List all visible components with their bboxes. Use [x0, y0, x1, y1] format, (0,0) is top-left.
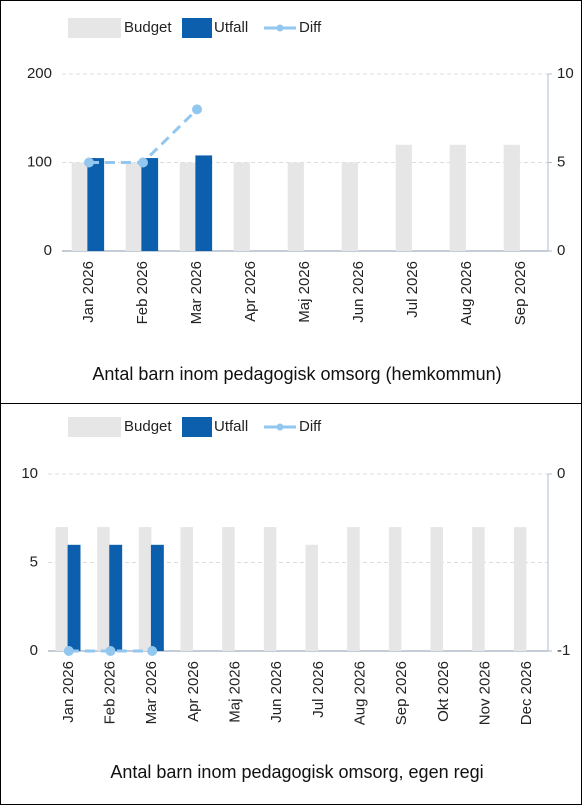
x-tick-label: Sep 2026	[512, 261, 529, 325]
diff-marker	[138, 157, 148, 168]
x-tick-label: Feb 2026	[101, 661, 118, 724]
bar	[180, 527, 193, 651]
x-tick-label: Jul 2026	[310, 661, 327, 718]
bar	[141, 158, 159, 251]
y2-tick-label: 0	[557, 242, 565, 259]
x-tick-label: Mar 2026	[143, 661, 160, 724]
bar	[150, 544, 164, 651]
bar	[97, 527, 110, 651]
legend-marker	[276, 24, 284, 32]
bar	[287, 162, 304, 251]
chart-panel: Antal barn inom pedagogisk omsorg (hemko…	[0, 0, 582, 405]
x-tick-label: Jun 2026	[350, 261, 367, 323]
diff-marker	[192, 104, 202, 115]
bar	[503, 144, 520, 251]
x-tick-label: Apr 2026	[242, 261, 259, 322]
bar	[179, 162, 196, 251]
x-tick-label: Feb 2026	[134, 261, 151, 324]
x-tick-label: Dec 2026	[518, 661, 535, 725]
y2-tick-label: -1	[557, 642, 570, 659]
diff-line	[89, 108, 199, 164]
legend-label: Budget	[124, 19, 172, 36]
bar	[233, 162, 250, 251]
bar	[71, 162, 88, 251]
bar	[55, 527, 68, 651]
bar	[472, 527, 485, 651]
bar	[222, 527, 235, 651]
y2-tick-label: 10	[557, 65, 574, 82]
bar	[305, 544, 318, 651]
y-tick-label: 5	[30, 553, 38, 570]
x-tick-label: Sep 2026	[393, 661, 410, 725]
chart: Antal barn inom pedagogisk omsorg (hemko…	[27, 18, 574, 384]
diff-marker	[105, 646, 116, 656]
bar	[513, 527, 527, 651]
diff-marker	[84, 157, 94, 168]
chart: Antal barn inom pedagogisk omsorg, egen …	[21, 417, 570, 782]
y-tick-label: 0	[44, 242, 52, 259]
legend-swatch	[182, 18, 212, 38]
y-tick-label: 0	[30, 642, 38, 659]
legend-swatch	[182, 417, 212, 437]
y-tick-label: 100	[27, 153, 52, 170]
legend-label: Diff	[299, 19, 322, 36]
bar	[263, 527, 277, 651]
x-tick-label: Aug 2026	[351, 661, 368, 725]
legend-swatch	[68, 417, 121, 437]
y-tick-label: 200	[27, 65, 52, 82]
bar	[395, 144, 412, 251]
bar	[388, 527, 402, 651]
bar	[109, 544, 123, 651]
diff-marker	[147, 646, 158, 656]
legend-label: Diff	[299, 418, 322, 435]
bar	[67, 544, 81, 651]
x-tick-label: Mar 2026	[188, 261, 205, 324]
bar	[195, 155, 213, 251]
x-tick-label: Maj 2026	[296, 261, 313, 323]
bar	[430, 527, 443, 651]
legend-label: Budget	[124, 418, 172, 435]
legend-marker	[276, 423, 284, 431]
y2-tick-label: 0	[557, 465, 565, 482]
x-tick-label: Apr 2026	[185, 661, 202, 722]
y-tick-label: 10	[21, 465, 38, 482]
x-tick-label: Aug 2026	[458, 261, 475, 325]
bar	[87, 158, 105, 251]
legend-label: Utfall	[214, 19, 248, 36]
x-tick-label: Jan 2026	[80, 261, 97, 323]
chart-title: Antal barn inom pedagogisk omsorg, egen …	[110, 762, 483, 782]
x-tick-label: Jun 2026	[268, 661, 285, 723]
chart-title: Antal barn inom pedagogisk omsorg (hemko…	[92, 364, 501, 384]
legend-label: Utfall	[214, 418, 248, 435]
chart-panel: Antal barn inom pedagogisk omsorg, egen …	[0, 403, 582, 805]
diff-marker	[63, 646, 74, 656]
x-tick-label: Jan 2026	[60, 661, 77, 723]
bar	[341, 162, 358, 251]
legend-swatch	[68, 18, 121, 38]
bar	[347, 527, 360, 651]
x-tick-label: Jul 2026	[404, 261, 421, 318]
bar	[449, 144, 466, 251]
x-tick-label: Maj 2026	[226, 661, 243, 723]
bar	[138, 527, 152, 651]
bar	[125, 162, 142, 251]
x-tick-label: Okt 2026	[435, 661, 452, 722]
x-tick-label: Nov 2026	[476, 661, 493, 725]
y2-tick-label: 5	[557, 153, 565, 170]
